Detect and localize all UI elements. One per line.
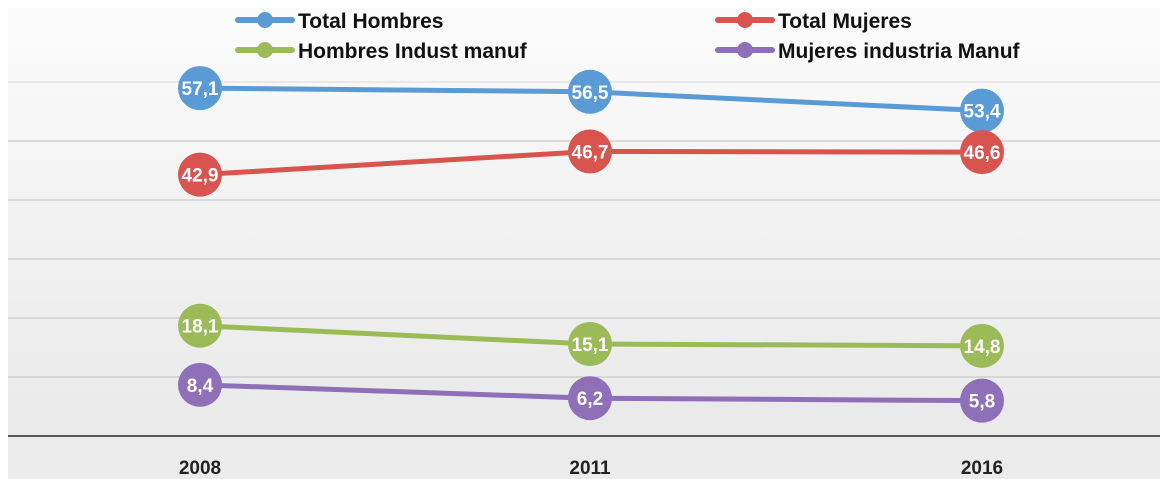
data-label-1-0: 42,9 bbox=[182, 166, 219, 187]
legend-item-2: Hombres Indust manuf bbox=[235, 40, 528, 63]
data-label-0-1: 56,5 bbox=[572, 83, 609, 104]
data-point-0-1 bbox=[568, 69, 612, 114]
legend-label-3: Mujeres industria Manuf bbox=[778, 40, 1021, 63]
data-label-0-0: 57,1 bbox=[182, 79, 219, 100]
data-label-2-0: 18,1 bbox=[182, 317, 219, 338]
data-label-3-2: 5,8 bbox=[969, 392, 995, 413]
x-axis: 2008 2011 2016 bbox=[8, 435, 1160, 479]
series-2: 18,1 15,1 14,8 bbox=[178, 303, 1004, 368]
data-point-2-0 bbox=[178, 303, 222, 348]
data-point-0-0 bbox=[178, 66, 222, 111]
legend-swatch-marker-2 bbox=[257, 42, 273, 58]
x-tick-label-2008: 2008 bbox=[179, 458, 221, 479]
legend-item-1: Total Mujeres bbox=[715, 10, 912, 33]
data-point-1-1 bbox=[568, 129, 612, 174]
legend: Total Hombres Total Mujeres Hombres Indust… bbox=[235, 10, 1021, 63]
legend-swatch-marker-1 bbox=[737, 12, 753, 28]
x-tick-label-2016: 2016 bbox=[961, 458, 1003, 479]
data-point-3-2 bbox=[960, 378, 1004, 423]
data-point-2-2 bbox=[960, 323, 1004, 368]
data-point-2-1 bbox=[568, 322, 612, 367]
data-label-3-1: 6,2 bbox=[577, 389, 603, 410]
series-1: 42,9 46,7 46,6 bbox=[178, 129, 1004, 197]
axis-band bbox=[8, 436, 1160, 479]
data-label-1-2: 46,6 bbox=[964, 143, 1001, 164]
series-layer: 57,1 56,5 53,4 42,9 46,7 46,6 18,1 15,1 14,8 8,4 6… bbox=[178, 66, 1004, 423]
x-tick-label-2011: 2011 bbox=[569, 458, 611, 479]
data-point-1-2 bbox=[960, 130, 1004, 175]
data-label-1-1: 46,7 bbox=[572, 142, 609, 163]
data-point-3-1 bbox=[568, 376, 612, 421]
legend-item-0: Total Hombres bbox=[235, 10, 443, 33]
legend-swatch-marker-0 bbox=[257, 12, 273, 28]
data-point-1-0 bbox=[178, 152, 222, 197]
data-label-2-2: 14,8 bbox=[964, 337, 1001, 358]
series-3: 8,4 6,2 5,8 bbox=[178, 362, 1004, 423]
data-label-2-1: 15,1 bbox=[572, 335, 609, 356]
data-point-3-0 bbox=[178, 362, 222, 407]
data-point-0-2 bbox=[960, 88, 1004, 133]
legend-label-1: Total Mujeres bbox=[778, 10, 912, 33]
legend-swatch-marker-3 bbox=[737, 42, 753, 58]
data-label-0-2: 53,4 bbox=[964, 102, 1001, 123]
series-0: 57,1 56,5 53,4 bbox=[178, 66, 1004, 133]
legend-label-2: Hombres Indust manuf bbox=[298, 40, 528, 63]
legend-item-3: Mujeres industria Manuf bbox=[715, 40, 1021, 63]
legend-label-0: Total Hombres bbox=[298, 10, 443, 33]
data-label-3-0: 8,4 bbox=[187, 376, 214, 397]
